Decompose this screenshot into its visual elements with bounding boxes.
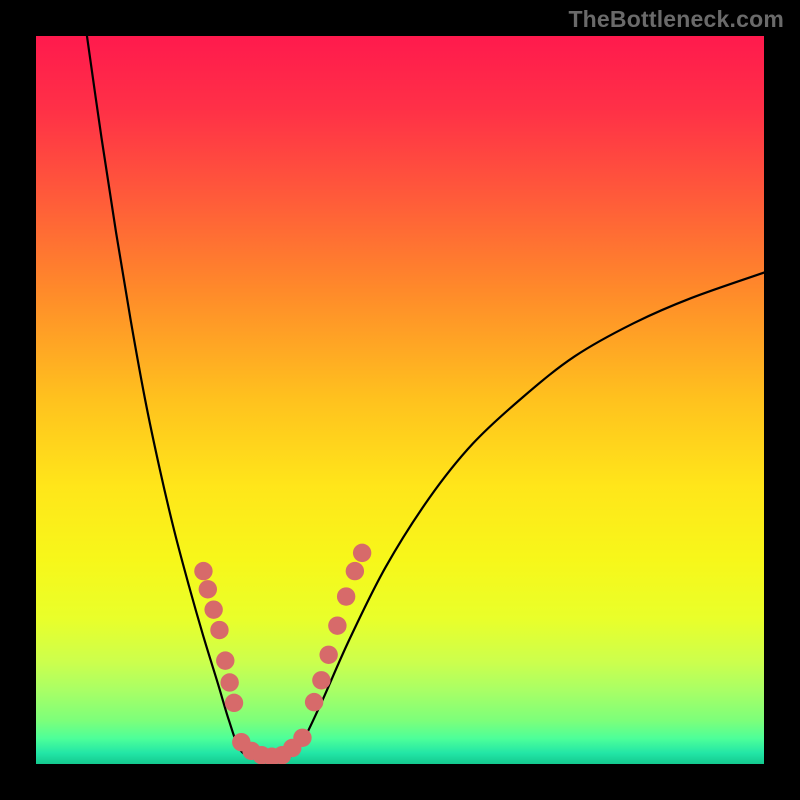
bead-marker [204,600,222,618]
bead-marker [312,671,330,689]
bead-marker [199,580,217,598]
watermark-text: TheBottleneck.com [568,6,784,33]
plot-svg [36,36,764,764]
bead-marker [194,562,212,580]
bead-marker [346,562,364,580]
bead-marker [353,544,371,562]
chart-frame: TheBottleneck.com [0,0,800,800]
bead-marker [293,729,311,747]
bead-marker [210,621,228,639]
bead-marker [216,651,234,669]
bead-marker [305,693,323,711]
bead-marker [220,673,238,691]
bead-marker [225,694,243,712]
bead-marker [319,646,337,664]
bead-marker [337,587,355,605]
plot-area [36,36,764,764]
bead-marker [328,616,346,634]
